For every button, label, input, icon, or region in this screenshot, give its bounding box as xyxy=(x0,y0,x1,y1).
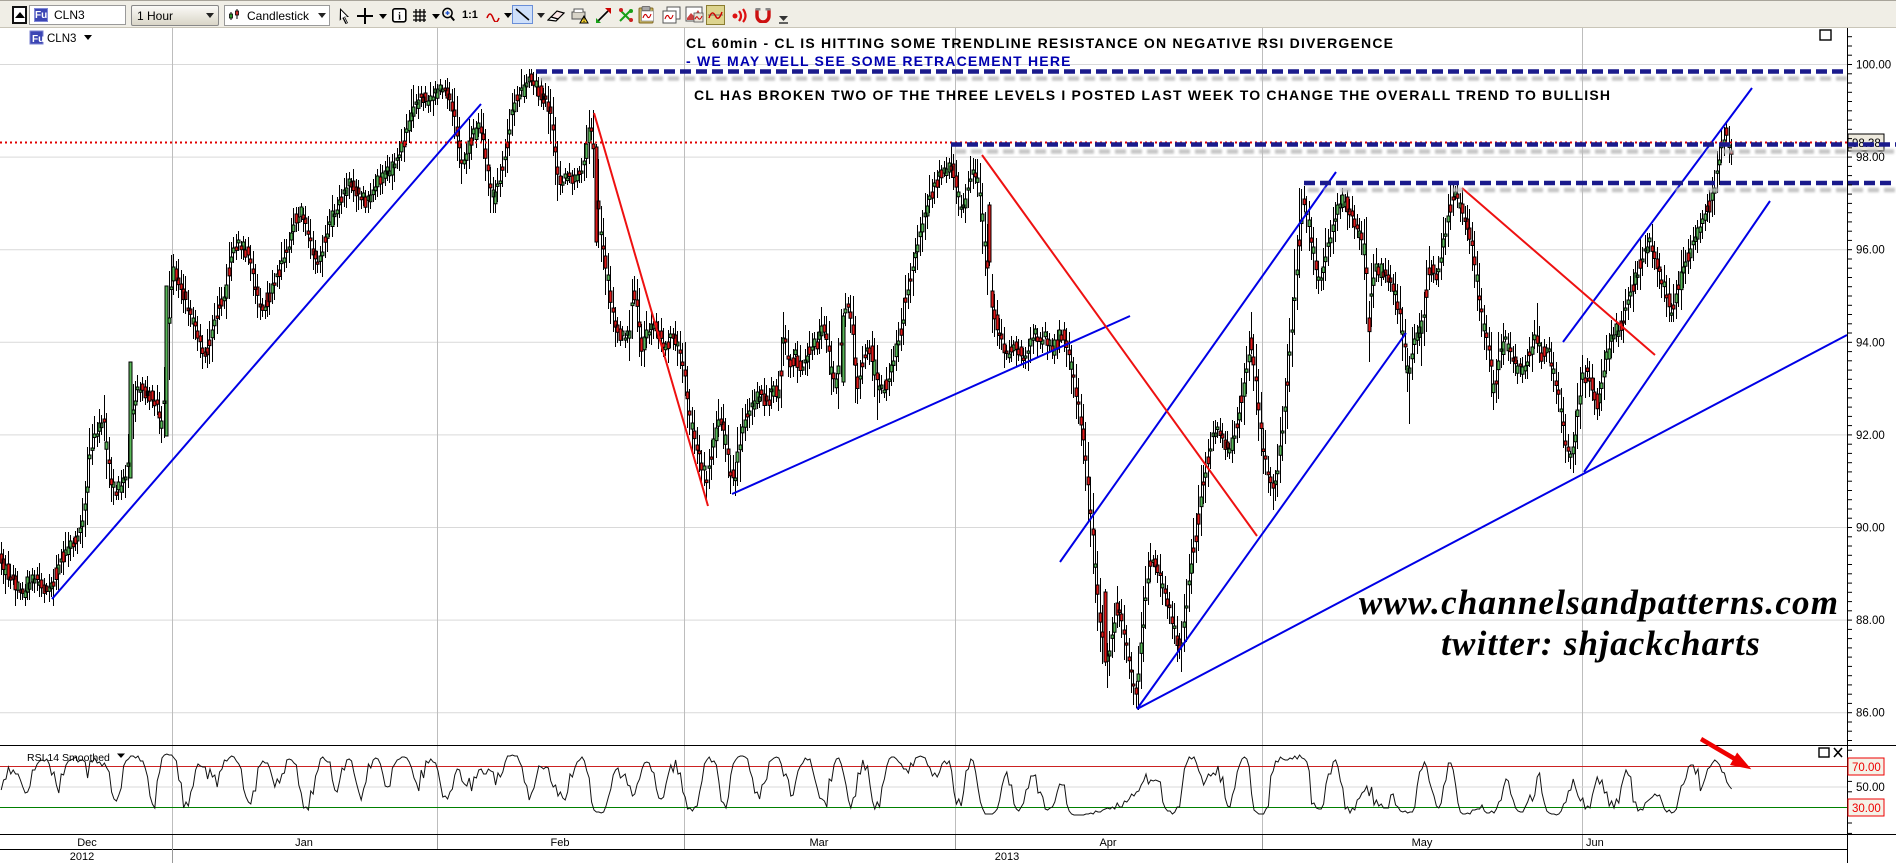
svg-text:Jun: Jun xyxy=(1586,837,1604,849)
svg-text:Dec: Dec xyxy=(77,837,97,849)
svg-text:May: May xyxy=(1412,837,1433,849)
svg-text:i: i xyxy=(398,12,401,23)
svg-text:94.00: 94.00 xyxy=(1856,337,1885,349)
svg-text:CLN3: CLN3 xyxy=(47,33,76,45)
svg-text:50.00: 50.00 xyxy=(1856,782,1885,794)
svg-text:90.00: 90.00 xyxy=(1856,523,1885,535)
svg-text:Mar: Mar xyxy=(810,837,829,849)
svg-text:CL 60min - CL IS HITTING SOME: CL 60min - CL IS HITTING SOME TRENDLINE … xyxy=(686,35,1394,51)
svg-text:twitter: shjackcharts: twitter: shjackcharts xyxy=(1441,624,1761,663)
svg-text:86.00: 86.00 xyxy=(1856,708,1885,720)
svg-text:88.00: 88.00 xyxy=(1856,615,1885,627)
svg-text:92.00: 92.00 xyxy=(1856,430,1885,442)
svg-text:- WE MAY WELL SEE SOME RETRACE: - WE MAY WELL SEE SOME RETRACEMENT HERE xyxy=(686,53,1072,69)
svg-text:RSI 14 Smoothed: RSI 14 Smoothed xyxy=(27,752,110,764)
svg-text:100.00: 100.00 xyxy=(1856,60,1891,72)
svg-text:Jan: Jan xyxy=(295,837,313,849)
svg-text:2013: 2013 xyxy=(995,851,1019,863)
svg-text:2012: 2012 xyxy=(70,851,94,863)
svg-text:30.00: 30.00 xyxy=(1852,803,1881,815)
svg-text:Apr: Apr xyxy=(1099,837,1116,849)
svg-text:96.00: 96.00 xyxy=(1856,245,1885,257)
svg-text:70.00: 70.00 xyxy=(1852,762,1881,774)
svg-text:!: ! xyxy=(583,16,585,24)
svg-text:Feb: Feb xyxy=(551,837,570,849)
svg-text:98.00: 98.00 xyxy=(1856,152,1885,164)
svg-text:CL HAS BROKEN TWO OF THE THREE: CL HAS BROKEN TWO OF THE THREE LEVELS I … xyxy=(694,87,1611,103)
svg-text:Fu: Fu xyxy=(32,34,44,45)
svg-text:www.channelsandpatterns.com: www.channelsandpatterns.com xyxy=(1359,583,1839,622)
